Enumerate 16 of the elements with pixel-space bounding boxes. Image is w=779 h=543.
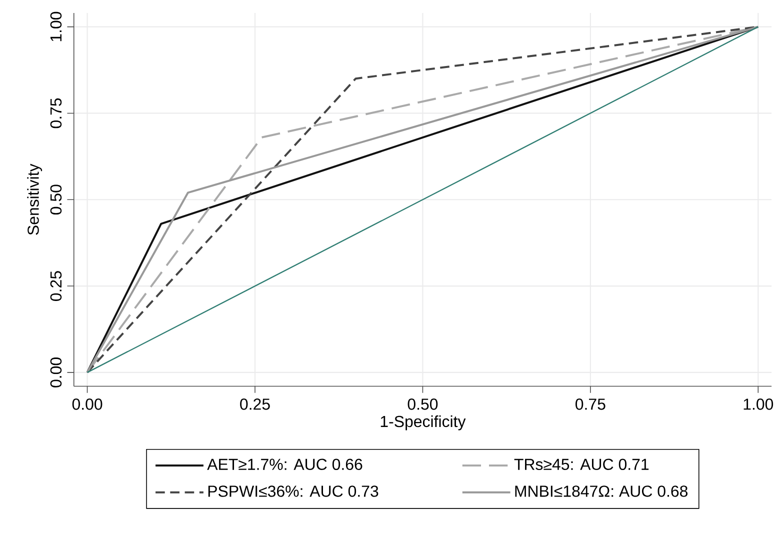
legend-label: TRs≥45: AUC 0.71	[514, 458, 649, 470]
y-tick-label: 0.50	[50, 184, 62, 215]
x-tick-label: 1.00	[744, 398, 774, 410]
y-tick-label: 0.75	[50, 98, 62, 128]
y-axis-title: Sensitivity	[27, 164, 42, 235]
x-tick-label: 0.75	[576, 398, 606, 410]
x-axis-title: 1-Specificity	[380, 415, 466, 430]
legend-label: MNBI≤1847Ω: AUC 0.68	[515, 486, 688, 497]
y-tick-label: 1.00	[50, 12, 62, 42]
y-tick-label: 0.25	[50, 271, 62, 301]
y-tick-label: 0.00	[50, 358, 62, 388]
x-tick-label: 0.50	[408, 398, 438, 410]
x-tick-label: 0.25	[240, 398, 270, 410]
legend-label: PSPWI≤36%: AUC 0.73	[208, 486, 378, 497]
legend-label: AET≥1.7%: AUC 0.66	[207, 458, 362, 470]
x-tick-label: 0.00	[72, 398, 102, 410]
